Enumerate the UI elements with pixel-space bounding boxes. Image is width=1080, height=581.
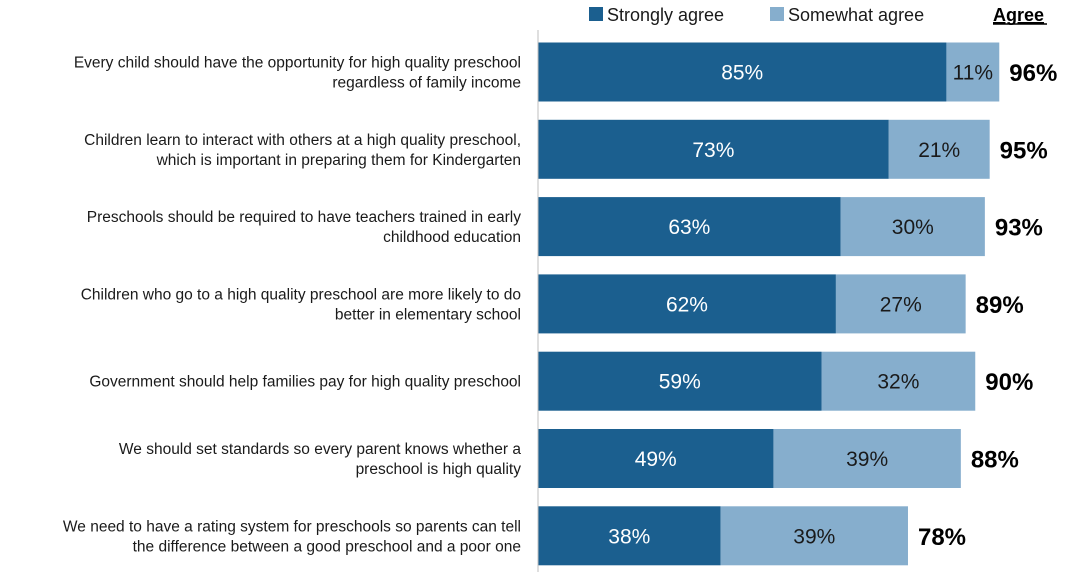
legend-label-strongly-agree: Strongly agree — [607, 5, 724, 25]
data-label-strongly-agree: 63% — [668, 216, 710, 239]
category-label-line: childhood education — [383, 229, 521, 246]
data-label-strongly-agree: 59% — [659, 371, 701, 394]
category-label-line: Government should help families pay for … — [89, 374, 521, 391]
bar-somewhat-agree — [773, 429, 961, 488]
bar-somewhat-agree — [946, 42, 1000, 102]
category-label-line: Preschools should be required to have te… — [87, 209, 522, 226]
data-label-strongly-agree: 49% — [635, 448, 677, 471]
total-agree-label: 78% — [918, 524, 966, 551]
data-label-strongly-agree: 62% — [666, 293, 708, 316]
legend-swatch-somewhat-agree — [770, 7, 784, 21]
bar-somewhat-agree — [720, 506, 908, 566]
category-label-line: which is important in preparing them for… — [156, 152, 521, 169]
category-label: We should set standards so every parent … — [119, 441, 521, 478]
bar-strongly-agree — [538, 274, 836, 334]
data-label-strongly-agree: 73% — [692, 139, 734, 162]
bar-somewhat-agree — [821, 351, 976, 411]
bar-strongly-agree — [538, 351, 822, 411]
category-label-line: Children learn to interact with others a… — [84, 132, 521, 149]
total-agree-label: 93% — [995, 215, 1043, 242]
data-label-somewhat-agree: 39% — [793, 525, 835, 548]
category-label: Children who go to a high quality presch… — [81, 286, 521, 323]
totals-header: Agree — [993, 5, 1044, 25]
legend-swatch-strongly-agree — [589, 7, 603, 21]
total-agree-label: 89% — [976, 292, 1024, 319]
category-label-line: Every child should have the opportunity … — [74, 55, 521, 72]
category-label-line: Children who go to a high quality presch… — [81, 286, 521, 303]
total-agree-label: 90% — [985, 369, 1033, 396]
category-label: Government should help families pay for … — [89, 374, 521, 391]
category-label-line: preschool is high quality — [356, 461, 522, 478]
data-label-somewhat-agree: 30% — [892, 216, 934, 239]
data-label-somewhat-agree: 11% — [953, 62, 993, 85]
data-label-strongly-agree: 38% — [608, 525, 650, 548]
category-label: We need to have a rating system for pres… — [63, 518, 521, 555]
category-label-line: We should set standards so every parent … — [119, 441, 521, 458]
bar-somewhat-agree — [835, 274, 966, 334]
category-label: Children learn to interact with others a… — [84, 132, 521, 169]
data-label-somewhat-agree: 32% — [877, 371, 919, 394]
total-agree-label: 88% — [971, 447, 1019, 474]
category-label: Preschools should be required to have te… — [87, 209, 522, 246]
data-label-strongly-agree: 85% — [721, 62, 763, 85]
bar-somewhat-agree — [888, 119, 990, 179]
data-label-somewhat-agree: 39% — [846, 448, 888, 471]
category-label-line: the difference between a good preschool … — [133, 538, 521, 555]
bar-strongly-agree — [538, 197, 841, 257]
bar-strongly-agree — [538, 42, 947, 102]
category-label: Every child should have the opportunity … — [74, 55, 521, 92]
bar-strongly-agree — [538, 429, 774, 488]
category-label-line: We need to have a rating system for pres… — [63, 518, 521, 535]
data-label-somewhat-agree: 21% — [918, 139, 960, 162]
category-label-line: better in elementary school — [335, 306, 521, 323]
total-agree-label: 96% — [1009, 60, 1057, 87]
bar-strongly-agree — [538, 506, 721, 566]
bar-strongly-agree — [538, 119, 889, 179]
data-label-somewhat-agree: 27% — [880, 293, 922, 316]
total-agree-label: 95% — [1000, 137, 1048, 164]
chart-legend: Strongly agree Somewhat agree Agree — [589, 5, 1047, 25]
chart-bars: Every child should have the opportunity … — [63, 42, 1057, 566]
bar-somewhat-agree — [840, 197, 985, 257]
legend-label-somewhat-agree: Somewhat agree — [788, 5, 924, 25]
category-label-line: regardless of family income — [332, 75, 521, 92]
